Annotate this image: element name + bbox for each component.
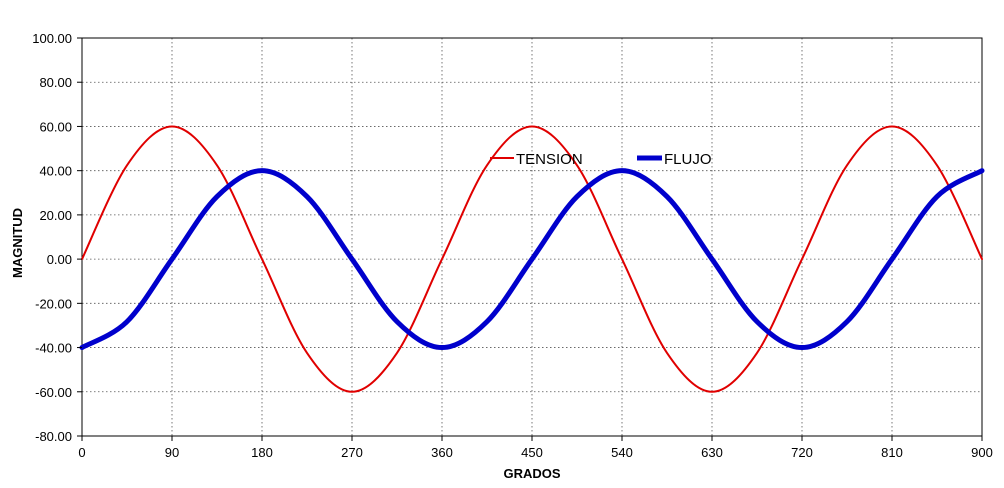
x-tick-label: 0 bbox=[78, 445, 85, 460]
y-tick-label: 100.00 bbox=[32, 31, 72, 46]
legend: TENSION FLUJO bbox=[490, 151, 712, 168]
x-tick-label: 630 bbox=[701, 445, 723, 460]
x-tick-label: 810 bbox=[881, 445, 903, 460]
x-tick-label: 270 bbox=[341, 445, 363, 460]
y-tick-label: 40.00 bbox=[39, 164, 72, 179]
grid bbox=[82, 38, 982, 436]
y-tick-label: -20.00 bbox=[35, 296, 72, 311]
x-tick-label: 900 bbox=[971, 445, 993, 460]
x-tick-label: 360 bbox=[431, 445, 453, 460]
x-tick-label: 90 bbox=[165, 445, 179, 460]
y-tick-label: -40.00 bbox=[35, 341, 72, 356]
y-tick-label: 80.00 bbox=[39, 75, 72, 90]
series-line-tension bbox=[81, 125, 983, 393]
legend-label-tension: TENSION bbox=[516, 151, 583, 168]
series-layer bbox=[79, 125, 985, 393]
x-tick-label: 540 bbox=[611, 445, 633, 460]
x-axis-title: GRADOS bbox=[503, 466, 560, 481]
y-tick-label: 20.00 bbox=[39, 208, 72, 223]
x-tick-label: 720 bbox=[791, 445, 813, 460]
y-axis-title: MAGNITUD bbox=[10, 208, 25, 278]
y-tick-label: 60.00 bbox=[39, 119, 72, 134]
legend-label-flujo: FLUJO bbox=[664, 151, 712, 168]
y-tick-label: -60.00 bbox=[35, 385, 72, 400]
tick-labels: 0 90 180 270 360 450 540 630 720 810 900 100.00 80.0… bbox=[32, 31, 993, 460]
y-tick-label: -80.00 bbox=[35, 429, 72, 444]
x-tick-label: 450 bbox=[521, 445, 543, 460]
series-line-flujo bbox=[79, 168, 985, 351]
x-tick-label: 180 bbox=[251, 445, 273, 460]
plot-area bbox=[81, 37, 983, 437]
y-tick-label: 0.00 bbox=[47, 252, 72, 267]
